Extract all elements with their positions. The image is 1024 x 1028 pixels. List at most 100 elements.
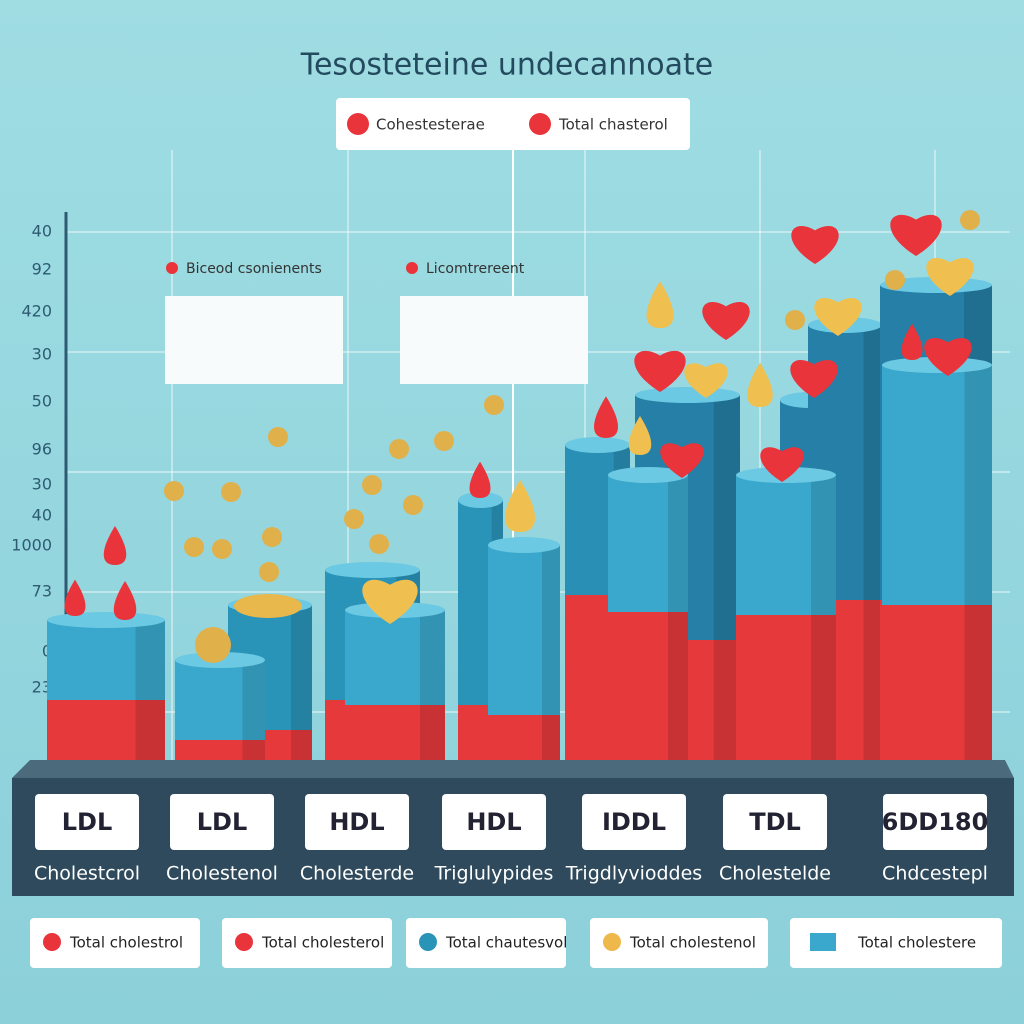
bead <box>184 537 204 557</box>
bead <box>484 395 504 415</box>
platform-top <box>12 760 1014 778</box>
code-box <box>305 794 409 850</box>
legend-box <box>222 918 392 968</box>
legend-label: Total cholestrol <box>69 934 183 952</box>
heart <box>684 363 728 398</box>
bead <box>212 539 232 559</box>
bar-top <box>325 562 420 578</box>
bar-shade <box>291 605 312 772</box>
axis-label: 30 <box>32 475 52 494</box>
code-box <box>35 794 139 850</box>
inner-legend-title: Biceod csonienents <box>186 261 322 277</box>
bar-body <box>736 475 836 615</box>
legend-dot <box>529 113 551 135</box>
drop <box>505 480 535 532</box>
bar-red <box>736 615 836 772</box>
drop <box>103 526 127 565</box>
legend-label: Total chautesvol <box>445 934 567 952</box>
legend-box <box>590 918 768 968</box>
axis-label: 92 <box>32 260 52 279</box>
legend-dot <box>235 933 253 951</box>
bead <box>403 495 423 515</box>
heart <box>890 214 942 256</box>
bar-top <box>608 467 688 483</box>
bar-shade <box>668 475 688 772</box>
title: Tesosteteine undecannoate <box>300 48 713 83</box>
heart <box>790 360 838 398</box>
drop <box>901 323 923 360</box>
inner-legend-title: Licomtrereent <box>426 261 525 277</box>
bar-shade <box>542 545 560 772</box>
bar-body <box>608 475 688 612</box>
bar-body <box>488 545 560 715</box>
bar-shade <box>135 620 165 772</box>
column-name: Triglulypides <box>434 863 554 885</box>
top-legend-box <box>336 98 690 150</box>
heart <box>791 226 839 264</box>
heart <box>362 579 418 624</box>
legend-dot <box>43 933 61 951</box>
drop <box>628 416 652 455</box>
legend-label: Cohestesterae <box>376 116 485 134</box>
legend-dot <box>406 262 418 274</box>
bead <box>164 481 184 501</box>
bead <box>344 509 364 529</box>
bar-body <box>175 660 265 740</box>
bar-shade <box>242 660 265 772</box>
column-name: Cholesterde <box>300 863 414 885</box>
bead <box>221 482 241 502</box>
bar-body <box>47 620 165 700</box>
axis-label: 96 <box>32 440 52 459</box>
bar-shade <box>420 610 445 772</box>
bar-shade <box>713 395 740 772</box>
bar-shade <box>863 325 882 772</box>
bottom-legend: Total cholestrol Total cholesterol Total c… <box>30 918 1002 968</box>
legend-dot <box>419 933 437 951</box>
axis-label: 40 <box>32 506 52 525</box>
column-code: IDDL <box>602 808 666 836</box>
coin <box>234 594 302 618</box>
axis-label: 23 <box>32 678 52 697</box>
bead <box>369 534 389 554</box>
column-name: Cholestcrol <box>34 863 140 885</box>
bead <box>268 427 288 447</box>
column-name: Chdcestepl <box>882 863 988 885</box>
axis-label: 73 <box>32 582 52 601</box>
axis-label: 50 <box>32 392 52 411</box>
drop <box>747 362 773 407</box>
bar-shade <box>964 365 992 772</box>
bar-red <box>882 605 992 772</box>
legend-box <box>790 918 1002 968</box>
bar-top <box>565 437 630 453</box>
heart <box>926 258 974 296</box>
bar-top <box>458 492 503 508</box>
code-box <box>170 794 274 850</box>
axis-label: 420 <box>21 302 52 321</box>
bar-top <box>47 612 165 628</box>
axis-label: 30 <box>32 345 52 364</box>
bead <box>389 439 409 459</box>
heart <box>760 447 804 482</box>
legend-dot <box>603 933 621 951</box>
column-code: TDL <box>749 808 801 836</box>
bar-top <box>488 537 560 553</box>
code-box <box>582 794 686 850</box>
inner-legend-box <box>165 296 343 384</box>
heart <box>660 443 704 478</box>
bar-body <box>345 610 445 705</box>
bars: Total chclesterdeGood chcesterolTotal ru… <box>47 210 992 772</box>
legend-box <box>30 918 200 968</box>
code-box <box>442 794 546 850</box>
heart <box>634 350 686 392</box>
inner-legend-box <box>400 296 588 384</box>
drop <box>113 581 137 620</box>
bead <box>195 627 231 663</box>
column-labels: LDL Cholestcrol LDL Cholestenol HDL Cholester… <box>34 794 988 885</box>
column-name: Cholestelde <box>719 863 831 885</box>
drop <box>594 396 618 438</box>
axis-label: 40 <box>32 222 52 241</box>
column-name: Trigdlyvioddes <box>565 863 702 885</box>
heart <box>702 302 750 340</box>
